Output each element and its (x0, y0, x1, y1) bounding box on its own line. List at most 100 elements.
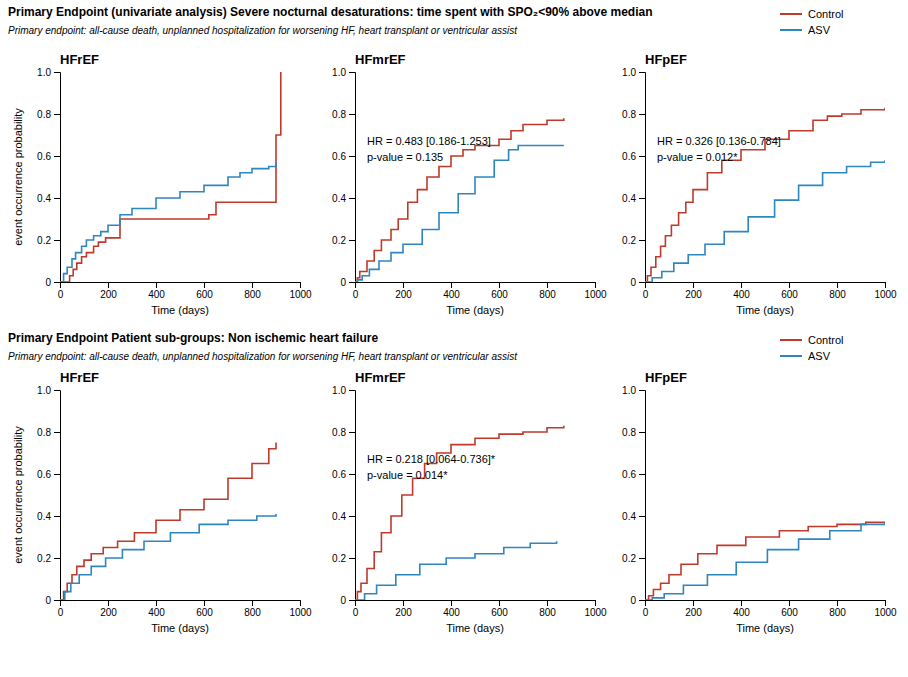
tick-mark (639, 240, 645, 241)
tick-mark (741, 600, 742, 606)
tick-label: 0.8 (622, 109, 636, 120)
tick-mark (639, 114, 645, 115)
x-axis: 02004006008001000 (643, 282, 897, 300)
km-curve (60, 72, 281, 282)
tick-mark (499, 282, 500, 288)
tick: 400 (148, 282, 165, 300)
tick-mark (451, 600, 452, 606)
tick-mark (54, 516, 60, 517)
tick-mark (349, 114, 355, 115)
tick-mark (885, 282, 886, 288)
tick-mark (54, 198, 60, 199)
plot-area (60, 72, 281, 282)
tick: 0 (45, 277, 60, 288)
x-axis-label: Time (days) (736, 304, 794, 316)
x-axis-label: Time (days) (446, 304, 504, 316)
tick: 0.6 (332, 469, 355, 480)
tick: 1000 (289, 600, 312, 618)
tick: 400 (733, 282, 750, 300)
panel: 0200400600800100000.20.40.60.81.0HFmrEFT… (332, 52, 607, 316)
x-axis: 02004006008001000 (58, 600, 312, 618)
tick-label: 0 (58, 607, 64, 618)
tick: 0.8 (332, 427, 355, 438)
tick-label: 800 (244, 289, 261, 300)
legend-label: ASV (808, 350, 831, 362)
tick-label: 400 (733, 289, 750, 300)
panel: 0200400600800100000.20.40.60.81.0HFrEFTi… (12, 52, 312, 316)
title: Primary Endpoint Patient sub-groups: Non… (8, 331, 378, 345)
tick-mark (639, 390, 645, 391)
y-axis: 00.20.40.60.81.0 (332, 385, 355, 606)
tick: 0.4 (332, 511, 355, 522)
axis-line (639, 391, 646, 601)
title: Primary Endpoint (univariate analysis) S… (8, 5, 653, 19)
tick-label: 600 (491, 607, 508, 618)
tick-label: 1.0 (332, 385, 346, 396)
tick-label: 800 (829, 289, 846, 300)
tick: 0.2 (37, 553, 60, 564)
tick-label: 0 (353, 289, 359, 300)
x-axis-label: Time (days) (151, 304, 209, 316)
tick-label: 0 (353, 607, 359, 618)
tick-label: 0.6 (622, 151, 636, 162)
tick-label: 0 (340, 277, 346, 288)
tick-label: 0.4 (622, 193, 636, 204)
tick-label: 1.0 (622, 385, 636, 396)
tick-mark (349, 600, 355, 601)
tick-label: 0 (45, 595, 51, 606)
tick: 1000 (874, 282, 897, 300)
tick-mark (595, 282, 596, 288)
tick: 1.0 (37, 67, 60, 78)
tick: 0.8 (332, 109, 355, 120)
tick-label: 0.8 (332, 109, 346, 120)
tick: 800 (244, 282, 261, 300)
title-band: Primary Endpoint (univariate analysis) S… (8, 5, 843, 36)
tick-label: 1.0 (332, 67, 346, 78)
tick-label: 200 (100, 607, 117, 618)
tick: 1000 (289, 282, 312, 300)
x-axis: 02004006008001000 (353, 282, 607, 300)
x-axis: 02004006008001000 (353, 600, 607, 618)
subtitle: Primary endpoint: all-cause death, unpla… (8, 351, 518, 362)
annotation: HR = 0.326 [0.136-0.784]p-value = 0.012* (657, 135, 781, 164)
legend-swatch (780, 29, 802, 31)
tick: 0 (630, 595, 645, 606)
annotation: HR = 0.483 [0.186-1.253]p-value = 0.135 (367, 135, 491, 164)
tick-label: 0.4 (37, 193, 51, 204)
tick-mark (349, 516, 355, 517)
tick: 0.6 (622, 151, 645, 162)
tick-label: 0 (45, 277, 51, 288)
legend-swatch (780, 339, 802, 341)
x-axis: 02004006008001000 (643, 600, 897, 618)
plot-area (355, 118, 564, 282)
panel-title: HFmrEF (355, 370, 406, 385)
axis-line (349, 391, 356, 601)
tick-mark (252, 282, 253, 288)
tick: 400 (148, 600, 165, 618)
tick-label: 0.4 (622, 511, 636, 522)
tick-mark (108, 600, 109, 606)
km-curve (645, 108, 885, 282)
tick-mark (204, 282, 205, 288)
tick-label: 800 (539, 607, 556, 618)
tick: 0.4 (622, 193, 645, 204)
tick-mark (156, 600, 157, 606)
tick: 600 (491, 282, 508, 300)
km-curve (645, 522, 885, 600)
tick-label: 400 (443, 289, 460, 300)
tick-label: 200 (395, 607, 412, 618)
tick-label: 0.4 (37, 511, 51, 522)
tick: 200 (685, 282, 702, 300)
tick: 200 (395, 282, 412, 300)
tick: 800 (829, 600, 846, 618)
tick: 0.4 (37, 511, 60, 522)
tick: 0 (340, 277, 355, 288)
tick-mark (300, 282, 301, 288)
panel-title: HFpEF (645, 52, 687, 67)
axis-line (356, 283, 596, 289)
tick-label: 0 (58, 289, 64, 300)
tick-mark (204, 600, 205, 606)
tick: 200 (100, 600, 117, 618)
tick-label: 1000 (874, 289, 897, 300)
tick-label: 400 (148, 607, 165, 618)
